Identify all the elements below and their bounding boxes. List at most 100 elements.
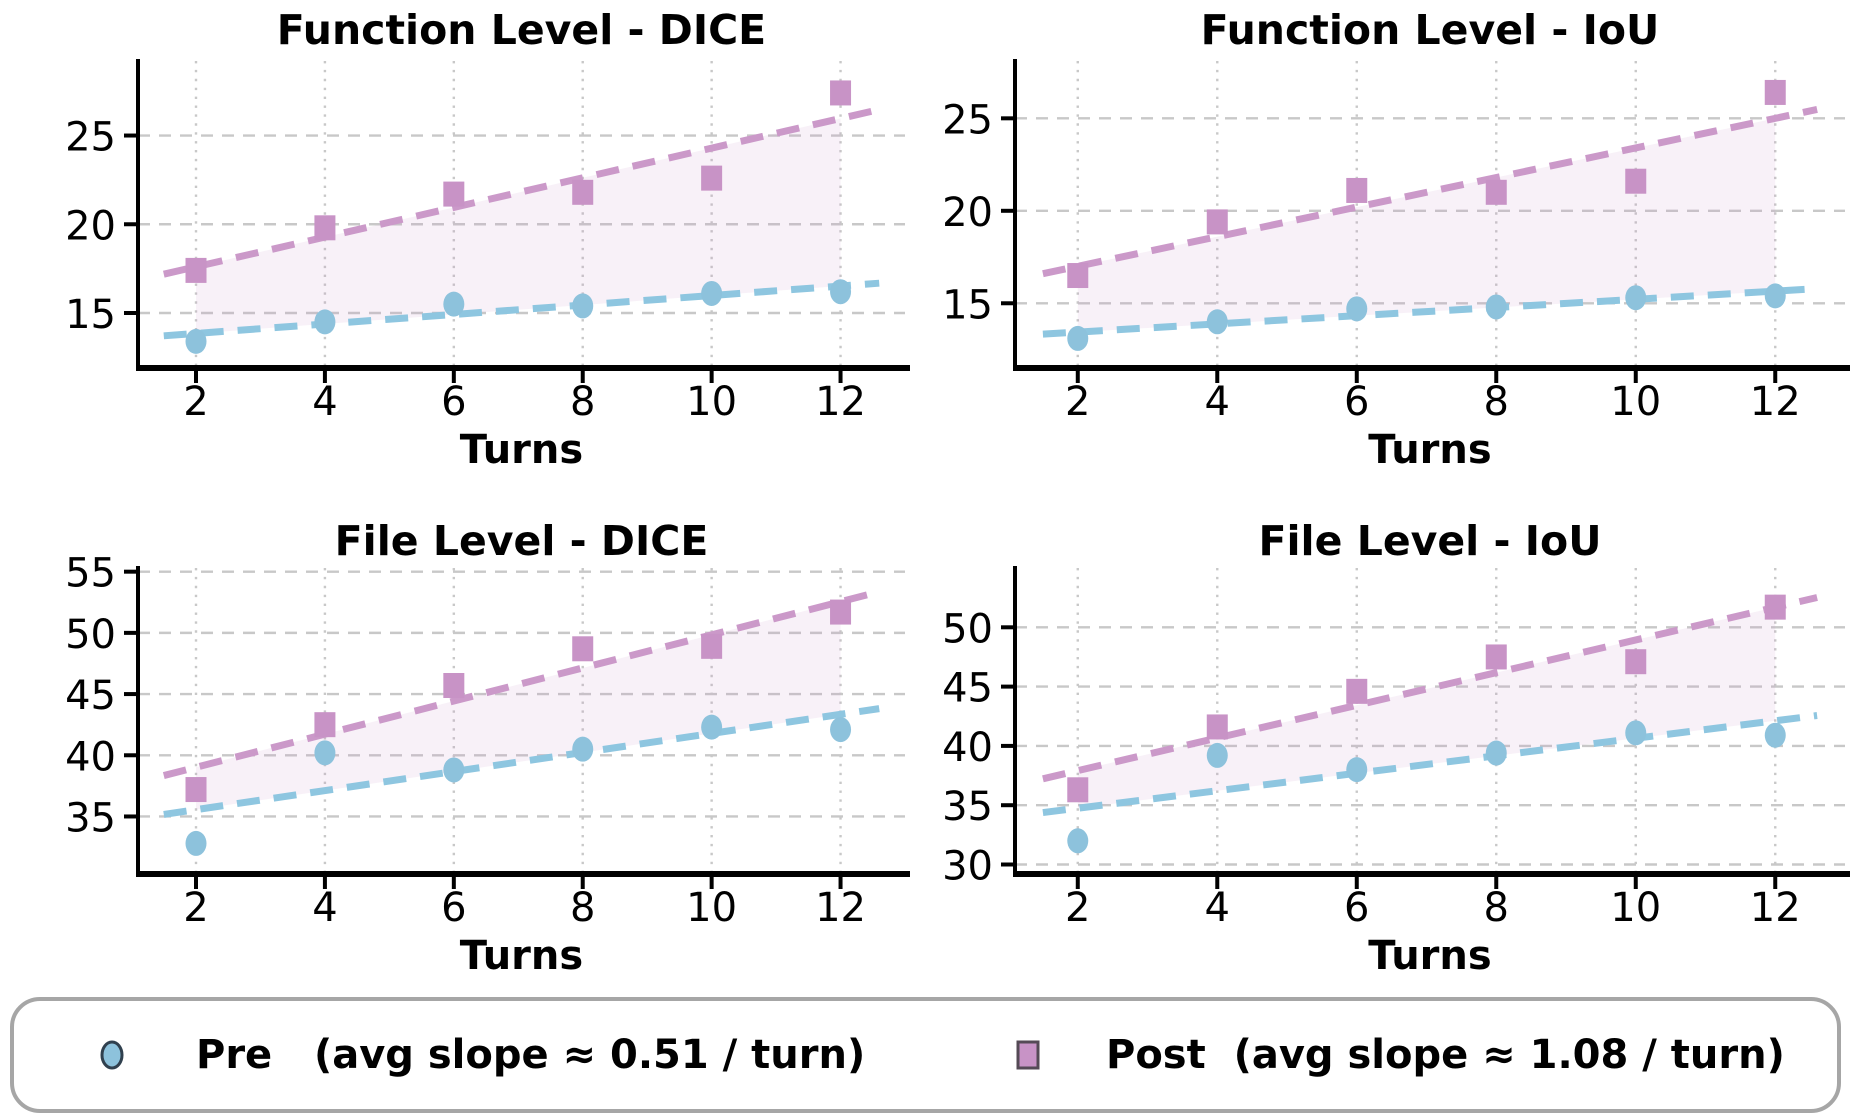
pre-data-point: [1485, 740, 1507, 766]
y-tick-label: 20: [65, 203, 116, 249]
legend: Pre (avg slope ≈ 0.51 / turn) Post (avg …: [10, 997, 1841, 1113]
pre-data-point: [443, 291, 465, 317]
post-data-point: [1346, 678, 1368, 704]
post-data-point: [185, 257, 207, 283]
post-data-point: [1346, 177, 1368, 203]
post-data-point: [1625, 168, 1647, 194]
x-tick-label: 8: [1484, 885, 1509, 931]
pre-data-point: [1764, 722, 1786, 748]
post-data-point: [1764, 594, 1786, 620]
x-tick-label: 4: [312, 885, 337, 931]
x-tick-label: 12: [1750, 885, 1801, 931]
x-tick-label: 10: [686, 885, 737, 931]
y-tick-label: 15: [65, 292, 116, 338]
chart-title: Function Level - IoU: [1201, 6, 1660, 54]
post-data-point: [830, 80, 852, 106]
x-tick-label: 6: [1344, 379, 1369, 425]
post-data-point: [701, 633, 723, 659]
pre-data-point: [1625, 285, 1647, 311]
pre-data-point: [1206, 309, 1228, 335]
post-data-point: [1485, 179, 1507, 205]
pre-data-point: [830, 717, 852, 743]
pre-data-point: [1764, 283, 1786, 309]
y-tick-label: 15: [942, 282, 993, 328]
y-tick-label: 30: [942, 844, 993, 890]
chart-title: File Level - DICE: [335, 517, 709, 565]
y-tick-label: 55: [65, 551, 116, 597]
pre-trend-line: [163, 279, 880, 340]
x-tick-label: 4: [1205, 885, 1230, 931]
post-trend-line: [162, 588, 881, 779]
pre-data-point: [701, 714, 723, 740]
x-tick-label: 8: [1484, 379, 1509, 425]
pre-data-point: [185, 830, 207, 856]
pre-data-point: [1346, 296, 1368, 322]
y-tick-label: 40: [942, 725, 993, 771]
pre-data-point: [1625, 720, 1647, 746]
y-tick-label: 20: [942, 190, 993, 236]
post-data-point: [443, 181, 465, 207]
y-tick-label: 35: [65, 795, 116, 841]
x-tick-label: 12: [815, 885, 866, 931]
pre-data-point: [1346, 757, 1368, 783]
trend-gap-fill: [1077, 607, 1776, 809]
post-trend-line: [1042, 106, 1818, 278]
chart-function-level-iou: 2 4 6 8 10 12 15 20 25 Function Level - IoU Turns: [942, 6, 1850, 473]
y-tick-label: 40: [65, 734, 116, 780]
legend-pre-label: Pre (avg slope ≈ 0.51 / turn): [196, 1032, 866, 1078]
x-axis-label: Turns: [1368, 933, 1491, 979]
y-tick-label: 50: [942, 606, 993, 652]
y-tick-label: 50: [65, 612, 116, 658]
pre-data-point: [572, 736, 594, 762]
chart-file-level-iou: 2 4 6 8 10 12 30 35 40 45 50 File Level - IoU Turns: [942, 517, 1850, 979]
x-tick-label: 12: [815, 379, 866, 425]
x-tick-label: 8: [570, 379, 595, 425]
x-tick-label: 10: [1610, 885, 1661, 931]
trend-gap-fill: [1077, 118, 1776, 333]
pre-data-point: [1067, 325, 1089, 351]
post-marker-icon: [1016, 1040, 1040, 1070]
y-tick-label: 25: [942, 97, 993, 143]
x-tick-label: 6: [441, 885, 466, 931]
x-tick-label: 6: [441, 379, 466, 425]
pre-data-point: [572, 293, 594, 319]
x-tick-label: 8: [570, 885, 595, 931]
x-axis-label: Turns: [460, 933, 583, 979]
pre-data-point: [185, 328, 207, 354]
y-tick-label: 45: [942, 666, 993, 712]
pre-data-point: [830, 279, 852, 305]
x-tick-label: 12: [1750, 379, 1801, 425]
legend-post-label: Post (avg slope ≈ 1.08 / turn): [1106, 1032, 1785, 1078]
post-data-point: [314, 712, 336, 738]
x-tick-label: 6: [1344, 885, 1369, 931]
post-data-point: [1067, 263, 1089, 289]
pre-data-point: [1206, 742, 1228, 768]
pre-data-point: [701, 280, 723, 306]
pre-marker-icon: [100, 1040, 124, 1070]
post-data-point: [185, 777, 207, 803]
post-data-point: [1764, 79, 1786, 105]
x-tick-label: 10: [1610, 379, 1661, 425]
pre-data-point: [314, 309, 336, 335]
chart-function-level-dice: 2 4 6 8 10 12 15 20 25 Function Level - DICE Turns: [65, 6, 910, 473]
pre-data-point: [1485, 294, 1507, 320]
post-data-point: [1206, 209, 1228, 235]
x-axis-label: Turns: [460, 427, 583, 473]
post-data-point: [572, 179, 594, 205]
pre-data-point: [1067, 828, 1089, 854]
post-trend-line: [1042, 594, 1818, 783]
y-tick-label: 25: [65, 115, 116, 161]
chart-file-level-dice: 2 4 6 8 10 12 35 40 45 50 55 File Level - DICE Turns: [65, 517, 910, 979]
pre-trend-line: [1042, 712, 1818, 817]
chart-title: Function Level - DICE: [277, 6, 766, 54]
post-data-point: [443, 673, 465, 699]
x-tick-label: 2: [1065, 379, 1090, 425]
x-tick-label: 4: [1205, 379, 1230, 425]
pre-data-point: [443, 757, 465, 783]
x-tick-label: 4: [312, 379, 337, 425]
post-data-point: [314, 215, 336, 241]
chart-title: File Level - IoU: [1259, 517, 1602, 565]
post-data-point: [830, 599, 852, 625]
pre-data-point: [314, 740, 336, 766]
